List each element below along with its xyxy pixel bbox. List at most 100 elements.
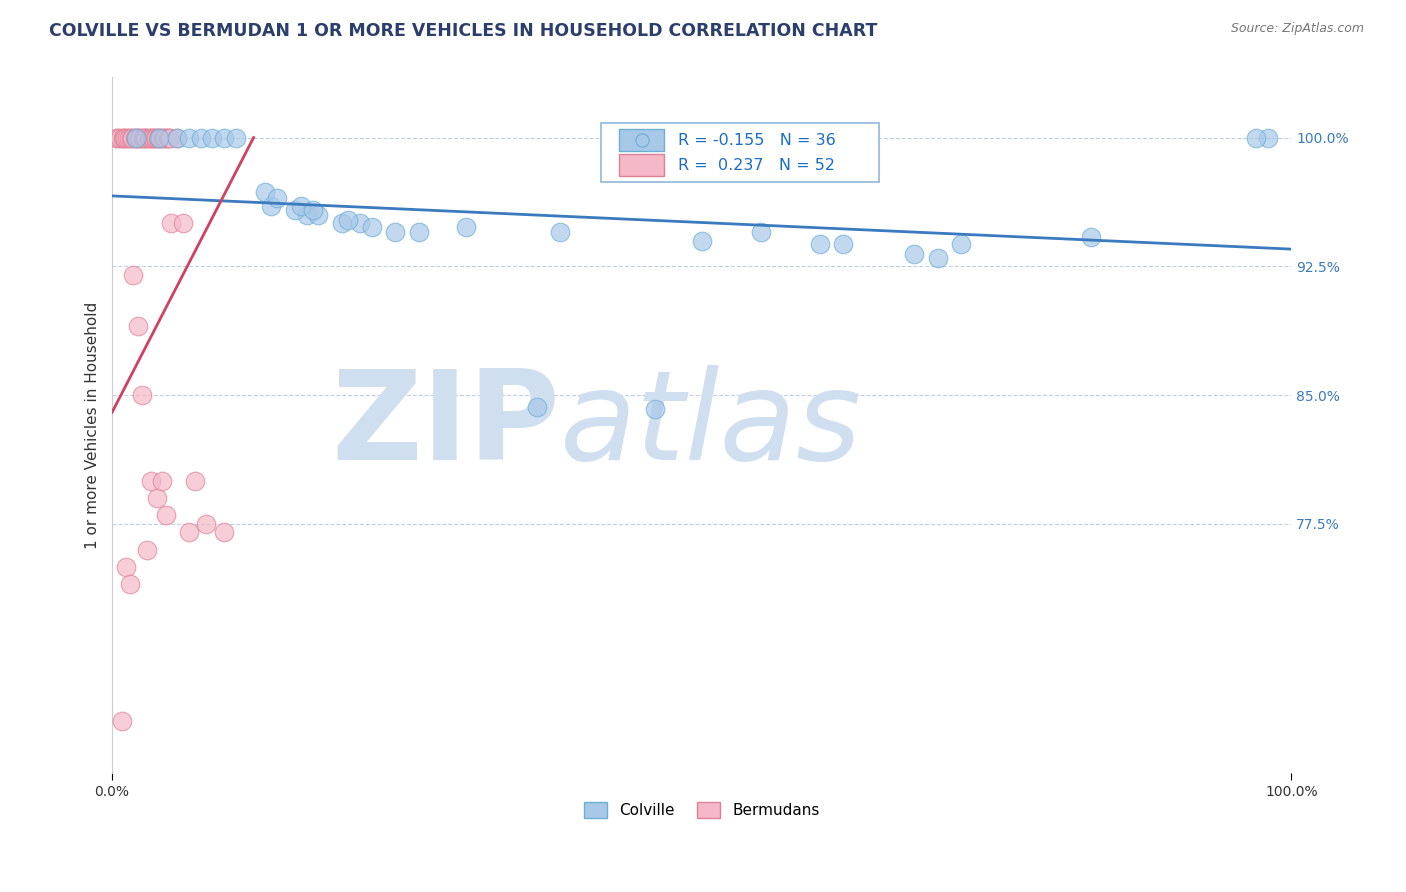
- Point: [526, 400, 548, 414]
- Legend: Colville, Bermudans: Colville, Bermudans: [578, 796, 825, 824]
- Text: atlas: atlas: [560, 365, 862, 485]
- Point: [146, 491, 169, 505]
- Point: [135, 130, 157, 145]
- Y-axis label: 1 or more Vehicles in Household: 1 or more Vehicles in Household: [86, 301, 100, 549]
- Point: [129, 130, 152, 145]
- Point: [124, 130, 146, 145]
- Point: [166, 130, 188, 145]
- Point: [118, 577, 141, 591]
- Point: [152, 130, 174, 145]
- Point: [138, 130, 160, 145]
- Point: [131, 388, 153, 402]
- Point: [111, 130, 134, 145]
- Text: R =  0.237   N = 52: R = 0.237 N = 52: [678, 158, 835, 173]
- Point: [212, 525, 235, 540]
- Point: [107, 130, 129, 145]
- Point: [166, 130, 188, 145]
- FancyBboxPatch shape: [602, 122, 879, 182]
- Point: [295, 208, 318, 222]
- Point: [330, 216, 353, 230]
- Point: [160, 216, 183, 230]
- Point: [156, 130, 179, 145]
- Point: [225, 130, 247, 145]
- Point: [122, 268, 145, 282]
- Point: [927, 251, 949, 265]
- Point: [134, 130, 156, 145]
- Text: R = -0.155   N = 36: R = -0.155 N = 36: [678, 133, 837, 148]
- Point: [115, 559, 138, 574]
- Point: [177, 525, 200, 540]
- Text: ZIP: ZIP: [332, 365, 560, 485]
- Point: [139, 130, 162, 145]
- Point: [903, 247, 925, 261]
- Point: [141, 130, 163, 145]
- Point: [110, 714, 132, 729]
- Text: COLVILLE VS BERMUDAN 1 OR MORE VEHICLES IN HOUSEHOLD CORRELATION CHART: COLVILLE VS BERMUDAN 1 OR MORE VEHICLES …: [49, 22, 877, 40]
- Point: [644, 401, 666, 416]
- Point: [630, 285, 652, 300]
- Point: [290, 199, 312, 213]
- Point: [125, 130, 148, 145]
- Point: [110, 130, 132, 145]
- Point: [142, 130, 165, 145]
- Point: [153, 130, 176, 145]
- Point: [301, 202, 323, 217]
- Point: [260, 199, 283, 213]
- Point: [950, 237, 973, 252]
- Point: [104, 130, 127, 145]
- Point: [159, 130, 181, 145]
- Point: [808, 237, 831, 252]
- FancyBboxPatch shape: [619, 129, 664, 152]
- Point: [749, 225, 772, 239]
- Point: [132, 130, 155, 145]
- Point: [190, 130, 212, 145]
- Text: Source: ZipAtlas.com: Source: ZipAtlas.com: [1230, 22, 1364, 36]
- Point: [360, 219, 382, 234]
- Point: [148, 130, 170, 145]
- Point: [150, 474, 173, 488]
- Point: [690, 234, 713, 248]
- Point: [1257, 130, 1279, 145]
- Point: [384, 225, 406, 239]
- Point: [183, 474, 205, 488]
- Point: [832, 237, 855, 252]
- Point: [284, 202, 307, 217]
- Point: [266, 191, 288, 205]
- Point: [336, 213, 359, 227]
- Point: [117, 130, 139, 145]
- Point: [155, 508, 177, 523]
- Point: [146, 130, 169, 145]
- Point: [195, 516, 218, 531]
- Point: [120, 130, 142, 145]
- Point: [127, 319, 149, 334]
- Point: [128, 130, 150, 145]
- Point: [145, 130, 167, 145]
- Point: [212, 130, 235, 145]
- Point: [177, 130, 200, 145]
- Point: [308, 208, 330, 222]
- FancyBboxPatch shape: [619, 154, 664, 177]
- Point: [143, 130, 166, 145]
- Point: [136, 542, 159, 557]
- Point: [125, 130, 148, 145]
- Point: [454, 219, 477, 234]
- Point: [148, 130, 170, 145]
- Point: [548, 225, 571, 239]
- Point: [172, 216, 194, 230]
- Point: [254, 186, 277, 200]
- Point: [125, 130, 148, 145]
- Point: [149, 130, 172, 145]
- Point: [117, 130, 139, 145]
- Point: [1244, 130, 1267, 145]
- Point: [201, 130, 224, 145]
- Point: [408, 225, 430, 239]
- Point: [132, 130, 155, 145]
- Point: [153, 130, 176, 145]
- Point: [139, 474, 162, 488]
- Point: [157, 130, 180, 145]
- Point: [121, 130, 143, 145]
- Point: [112, 130, 135, 145]
- Point: [1080, 230, 1102, 244]
- Point: [349, 216, 371, 230]
- Point: [114, 130, 136, 145]
